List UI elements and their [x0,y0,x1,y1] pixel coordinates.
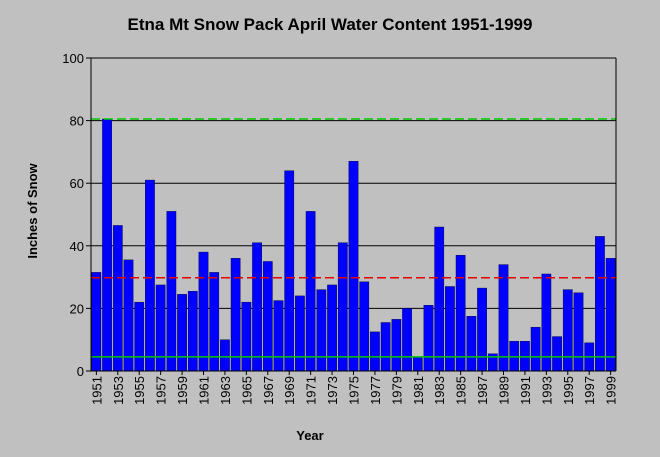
bar-1977 [370,331,380,372]
y-tick-label: 40 [70,239,84,254]
y-tick-label: 80 [70,114,84,129]
bar-1972 [316,289,327,372]
x-axis-title: Year [296,428,323,443]
x-tick-label: 1985 [454,376,469,405]
bar-1973 [327,284,337,372]
y-tick-labels: 0 20 40 60 80 100 [62,51,84,379]
x-tick-label: 1975 [347,376,362,405]
x-tick-label: 1981 [411,376,426,405]
bar-1954 [123,259,134,372]
bar-1986 [466,316,477,372]
bar-1955 [134,301,145,372]
x-tick-label: 1977 [368,376,383,405]
bar-1956 [145,179,155,372]
x-tick-label: 1979 [389,376,404,405]
y-axis-title: Inches of Snow [25,162,40,258]
x-tick-label: 1971 [304,376,319,405]
y-tick-label: 20 [70,301,84,316]
x-tick-label: 1965 [239,376,254,405]
x-tick-label: 1987 [475,376,490,405]
bar-1992 [530,326,541,372]
bar-1961 [198,251,209,372]
y-tick-label: 60 [70,176,84,191]
x-tick-label: 1997 [582,376,597,405]
bar-1996 [573,292,584,372]
x-tick-label: 1967 [261,376,276,405]
bar-1960 [187,290,198,372]
bar-1990 [509,341,520,372]
x-tick-label: 1983 [432,376,447,405]
bar-1969 [284,170,295,372]
x-tick-label: 1951 [89,376,104,405]
bar-1974 [337,242,348,372]
bar-1968 [273,300,284,372]
bar-1985 [455,254,466,372]
bar-1995 [562,289,573,372]
y-tick-label: 0 [77,364,84,379]
bar-1964 [230,258,241,372]
x-tick-label: 1961 [197,376,212,405]
bar-1959 [177,294,187,372]
x-tick-label: 1995 [561,376,576,405]
x-tick-labels: 1951 1953 1955 1957 1959 1961 1963 1965 1967 1969… [89,376,618,405]
bar-1983 [434,226,445,372]
x-tick-label: 1993 [539,376,554,405]
bar-1980 [402,308,412,372]
bar-1957 [155,284,166,372]
bar-1991 [520,341,530,372]
bar-1952 [102,118,112,372]
chart-title: Etna Mt Snow Pack April Water Content 19… [128,15,533,34]
x-tick-label: 1953 [111,376,126,405]
bar-1999 [605,258,616,372]
bar-1953 [112,225,123,372]
bar-1982 [423,305,434,372]
bar-1984 [445,286,455,372]
reference-lines [91,118,616,358]
bar-1994 [552,336,562,372]
x-tick-label: 1963 [218,376,233,405]
axes [86,57,617,375]
bar-1975 [348,161,359,372]
bar-1981 [412,356,423,372]
bar-1987 [477,287,487,372]
bar-1979 [391,319,402,372]
bar-1971 [305,211,316,372]
bars [91,118,616,372]
bar-1970 [295,295,305,372]
bar-1965 [241,301,252,372]
x-tick-label: 1991 [518,376,533,405]
x-tick-label: 1969 [282,376,297,405]
x-tick-label: 1957 [154,376,169,405]
y-tick-label: 100 [62,51,84,66]
x-tick-label: 1973 [325,376,340,405]
x-tick-label: 1955 [132,376,147,405]
x-tick-label: 1999 [604,376,619,405]
bar-1998 [595,236,605,372]
bar-1958 [166,211,177,372]
bar-1966 [252,242,262,372]
x-tick-label: 1989 [497,376,512,405]
bar-1978 [380,322,391,372]
bar-1989 [498,264,509,372]
x-tick-label: 1959 [175,376,190,405]
bar-1963 [220,339,230,372]
